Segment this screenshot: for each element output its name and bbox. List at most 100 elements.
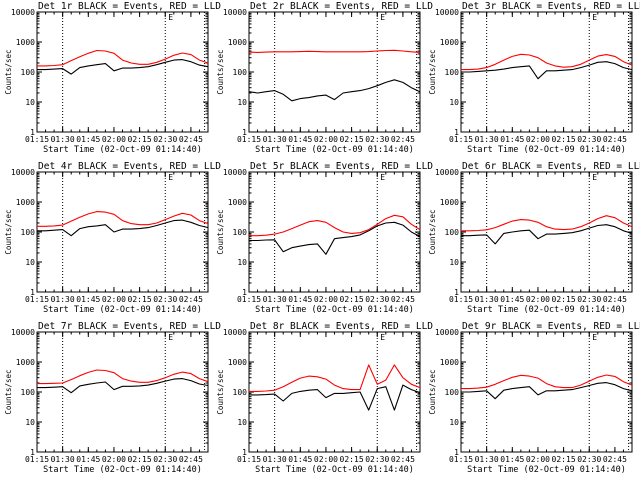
panel-title: Det 4r BLACK = Events, RED = LLD (38, 161, 221, 172)
y-tick-label: 100 (21, 388, 36, 397)
x-tick-label: 01:15 (25, 135, 49, 144)
y-axis-label: Counts/sec (4, 49, 13, 94)
series-lld-line (37, 211, 209, 227)
y-tick-label: 10000 (223, 8, 247, 17)
x-tick-label: 02:45 (179, 135, 203, 144)
y-tick-label: 1000 (16, 198, 35, 207)
x-tick-label: 01:30 (51, 455, 75, 464)
y-tick-label: 100 (233, 68, 248, 77)
y-tick-label: 10000 (223, 328, 247, 337)
x-tick-label: 02:15 (552, 295, 576, 304)
y-tick-label: 10 (25, 418, 35, 427)
panel-title: Det 5r BLACK = Events, RED = LLD (250, 161, 433, 172)
y-tick-label: 1 (454, 288, 459, 297)
x-tick-label: 02:45 (179, 455, 203, 464)
y-tick-label: 1000 (440, 198, 459, 207)
series-lld-line (249, 214, 421, 237)
x-tick-label: 01:45 (76, 455, 100, 464)
x-tick-label: 01:30 (475, 455, 499, 464)
y-tick-label: 10 (25, 258, 35, 267)
y-tick-label: 1000 (16, 358, 35, 367)
y-tick-label: 100 (445, 228, 460, 237)
y-tick-label: 1 (30, 448, 35, 457)
x-tick-label: 02:30 (153, 295, 177, 304)
series-events-line (461, 61, 633, 80)
y-axis-label: Counts/sec (216, 369, 225, 414)
y-tick-label: 10000 (435, 8, 459, 17)
series-lld-line (37, 49, 209, 67)
y-tick-label: 10 (449, 418, 459, 427)
panel-title: Det 1r BLACK = Events, RED = LLD (38, 1, 221, 12)
series-events-line (37, 219, 209, 237)
y-tick-label: 100 (21, 68, 36, 77)
x-tick-label: 01:45 (500, 295, 524, 304)
x-tick-label: 02:45 (391, 135, 415, 144)
series-lld-line (37, 369, 209, 385)
series-events-line (249, 221, 421, 255)
y-axis-label: Counts/sec (428, 49, 437, 94)
y-axis-label: Counts/sec (216, 49, 225, 94)
x-tick-label: 01:15 (449, 455, 473, 464)
marker-e-label: E (380, 333, 385, 342)
y-tick-label: 1 (30, 288, 35, 297)
y-tick-label: 10000 (435, 328, 459, 337)
x-tick-label: 01:45 (500, 135, 524, 144)
x-tick-label: 02:00 (102, 295, 126, 304)
x-tick-label: 01:15 (25, 295, 49, 304)
y-tick-label: 100 (233, 228, 248, 237)
x-tick-label: 01:45 (288, 295, 312, 304)
series-events-line (248, 79, 421, 102)
y-tick-label: 1000 (228, 38, 247, 47)
x-tick-label: 02:45 (603, 295, 627, 304)
x-tick-label: 01:45 (76, 295, 100, 304)
x-tick-label: 02:30 (365, 455, 389, 464)
x-tick-label: 02:15 (128, 455, 152, 464)
series-lld-line (248, 49, 421, 53)
y-tick-label: 1 (30, 128, 35, 137)
x-tick-label: 01:15 (449, 295, 473, 304)
y-tick-label: 10 (237, 258, 247, 267)
x-tick-label: 02:00 (102, 135, 126, 144)
x-axis-label: Start Time (02-Oct-09 01:14:40) (43, 465, 202, 475)
x-tick-label: 02:15 (128, 135, 152, 144)
x-tick-label: 01:30 (263, 295, 287, 304)
y-tick-label: 1000 (440, 38, 459, 47)
x-axis-label: Start Time (02-Oct-09 01:14:40) (467, 145, 626, 155)
x-tick-label: 02:30 (365, 135, 389, 144)
series-lld-line (249, 364, 421, 392)
y-tick-label: 10 (25, 98, 35, 107)
series-events-line (37, 378, 209, 394)
x-tick-label: 02:30 (577, 455, 601, 464)
x-tick-label: 02:00 (526, 135, 550, 144)
x-tick-label: 02:30 (365, 295, 389, 304)
panel-6: Det 6r BLACK = Events, RED = LLD 1 10 100 10… (428, 161, 640, 315)
x-tick-label: 01:30 (475, 135, 499, 144)
y-tick-label: 1 (242, 288, 247, 297)
x-tick-label: 01:15 (237, 295, 261, 304)
x-tick-label: 01:30 (51, 295, 75, 304)
y-tick-label: 1000 (228, 358, 247, 367)
y-axis-label: Counts/sec (4, 369, 13, 414)
x-tick-label: 02:15 (552, 135, 576, 144)
series-events-line (461, 382, 633, 400)
y-tick-label: 10000 (11, 328, 35, 337)
x-tick-label: 01:45 (500, 455, 524, 464)
y-tick-label: 100 (21, 228, 36, 237)
x-tick-label: 02:30 (577, 295, 601, 304)
y-tick-label: 10000 (11, 168, 35, 177)
x-tick-label: 01:45 (76, 135, 100, 144)
panel-title: Det 7r BLACK = Events, RED = LLD (38, 321, 221, 332)
y-tick-label: 100 (233, 388, 248, 397)
x-tick-label: 01:30 (475, 295, 499, 304)
marker-e-label: E (380, 173, 385, 182)
x-tick-label: 02:45 (603, 455, 627, 464)
marker-e-label: E (168, 333, 173, 342)
panel-5: Det 5r BLACK = Events, RED = LLD 1 10 100 10… (216, 161, 433, 315)
panel-1: Det 1r BLACK = Events, RED = LLD 1 10 100 10… (4, 1, 221, 155)
x-axis-label: Start Time (02-Oct-09 01:14:40) (255, 305, 414, 315)
y-axis-label: Counts/sec (428, 369, 437, 414)
y-tick-label: 1 (454, 448, 459, 457)
marker-e-label: E (168, 13, 173, 22)
panel-title: Det 3r BLACK = Events, RED = LLD (462, 1, 640, 12)
